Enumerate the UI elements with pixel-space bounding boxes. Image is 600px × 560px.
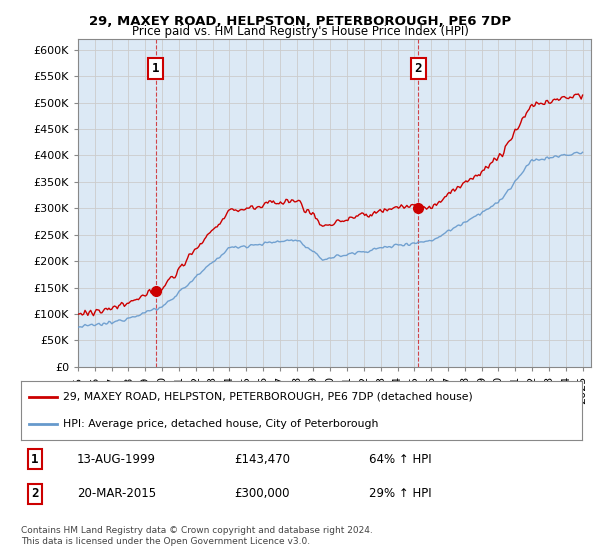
Text: 1: 1 bbox=[152, 62, 160, 75]
Text: 2: 2 bbox=[415, 62, 422, 75]
Text: 29% ↑ HPI: 29% ↑ HPI bbox=[369, 487, 431, 500]
Text: 64% ↑ HPI: 64% ↑ HPI bbox=[369, 452, 431, 465]
Text: 1: 1 bbox=[31, 452, 39, 465]
Text: 2: 2 bbox=[31, 487, 39, 500]
Text: Price paid vs. HM Land Registry's House Price Index (HPI): Price paid vs. HM Land Registry's House … bbox=[131, 25, 469, 38]
Text: 13-AUG-1999: 13-AUG-1999 bbox=[77, 452, 156, 465]
Text: £300,000: £300,000 bbox=[234, 487, 290, 500]
Text: 29, MAXEY ROAD, HELPSTON, PETERBOROUGH, PE6 7DP (detached house): 29, MAXEY ROAD, HELPSTON, PETERBOROUGH, … bbox=[63, 391, 473, 402]
Text: Contains HM Land Registry data © Crown copyright and database right 2024.
This d: Contains HM Land Registry data © Crown c… bbox=[21, 526, 373, 546]
Text: 29, MAXEY ROAD, HELPSTON, PETERBOROUGH, PE6 7DP: 29, MAXEY ROAD, HELPSTON, PETERBOROUGH, … bbox=[89, 15, 511, 27]
Text: 20-MAR-2015: 20-MAR-2015 bbox=[77, 487, 156, 500]
Text: HPI: Average price, detached house, City of Peterborough: HPI: Average price, detached house, City… bbox=[63, 419, 379, 429]
Text: £143,470: £143,470 bbox=[234, 452, 290, 465]
